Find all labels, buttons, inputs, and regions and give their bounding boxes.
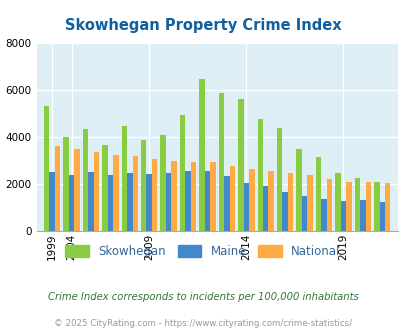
- Bar: [210, 162, 215, 231]
- Bar: [262, 186, 268, 231]
- Bar: [218, 93, 224, 231]
- Bar: [257, 119, 262, 231]
- Bar: [113, 154, 118, 231]
- Bar: [229, 166, 234, 231]
- Bar: [132, 156, 138, 231]
- Bar: [296, 149, 301, 231]
- Bar: [345, 182, 351, 231]
- Bar: [282, 192, 287, 231]
- Bar: [151, 159, 157, 231]
- Bar: [315, 157, 320, 231]
- Text: Skowhegan Property Crime Index: Skowhegan Property Crime Index: [64, 18, 341, 33]
- Bar: [354, 178, 359, 231]
- Bar: [335, 173, 340, 231]
- Bar: [276, 128, 282, 231]
- Bar: [107, 175, 113, 231]
- Bar: [49, 172, 55, 231]
- Bar: [55, 146, 60, 231]
- Bar: [307, 175, 312, 231]
- Bar: [127, 173, 132, 231]
- Bar: [166, 173, 171, 231]
- Legend: Skowhegan, Maine, National: Skowhegan, Maine, National: [60, 241, 345, 263]
- Bar: [68, 175, 74, 231]
- Bar: [301, 196, 307, 231]
- Bar: [94, 152, 99, 231]
- Bar: [122, 126, 127, 231]
- Bar: [243, 183, 248, 231]
- Bar: [224, 176, 229, 231]
- Bar: [88, 172, 94, 231]
- Bar: [190, 162, 196, 231]
- Bar: [199, 79, 204, 231]
- Bar: [63, 137, 68, 231]
- Bar: [185, 171, 190, 231]
- Bar: [340, 201, 345, 231]
- Bar: [83, 129, 88, 231]
- Bar: [102, 145, 107, 231]
- Bar: [248, 169, 254, 231]
- Bar: [268, 171, 273, 231]
- Bar: [179, 115, 185, 231]
- Bar: [171, 161, 176, 231]
- Bar: [326, 179, 331, 231]
- Bar: [74, 149, 79, 231]
- Bar: [373, 182, 379, 231]
- Bar: [384, 182, 390, 231]
- Bar: [238, 99, 243, 231]
- Bar: [287, 173, 293, 231]
- Bar: [146, 174, 151, 231]
- Bar: [359, 200, 365, 231]
- Bar: [320, 199, 326, 231]
- Bar: [379, 202, 384, 231]
- Bar: [160, 135, 166, 231]
- Bar: [141, 141, 146, 231]
- Bar: [44, 106, 49, 231]
- Bar: [365, 182, 370, 231]
- Text: Crime Index corresponds to incidents per 100,000 inhabitants: Crime Index corresponds to incidents per…: [47, 292, 358, 302]
- Bar: [204, 171, 210, 231]
- Text: © 2025 CityRating.com - https://www.cityrating.com/crime-statistics/: © 2025 CityRating.com - https://www.city…: [54, 319, 351, 328]
